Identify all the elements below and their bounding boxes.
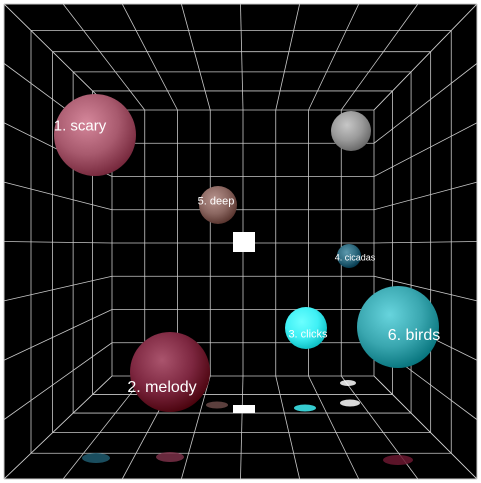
grid-line xyxy=(240,375,244,480)
grid-line xyxy=(373,63,478,144)
sphere-label-scary: 1. scary xyxy=(53,117,107,135)
sphere-scary[interactable] xyxy=(54,94,136,176)
grid-line xyxy=(3,309,113,361)
grid-line xyxy=(308,375,360,480)
floor-shadows xyxy=(82,380,413,465)
grid-line xyxy=(121,3,178,111)
grid-line xyxy=(3,181,113,211)
sphere-label-cicadas: 4. cicadas xyxy=(334,252,376,263)
grid-line xyxy=(180,3,211,111)
listener-marker[interactable] xyxy=(233,232,255,252)
floor-shadow xyxy=(82,453,110,463)
grid-line xyxy=(373,375,478,480)
floor-shadow xyxy=(383,455,413,465)
floor-shadow xyxy=(340,399,360,407)
grid-line xyxy=(3,3,113,111)
sphere-clicks[interactable] xyxy=(285,307,327,349)
listener-floor-marker[interactable] xyxy=(233,405,255,413)
grid-line xyxy=(340,3,419,111)
sphere-label-deep: 5. deep xyxy=(197,195,235,208)
sphere-label-clicks: 3. clicks xyxy=(288,328,328,341)
grid-line xyxy=(62,3,146,111)
grid-line xyxy=(373,241,478,244)
grid-line xyxy=(3,241,113,244)
grid-line xyxy=(62,375,146,480)
sphere-melody[interactable] xyxy=(130,332,210,412)
grid-line xyxy=(275,3,301,111)
floor-shadow xyxy=(340,380,356,386)
sphere-label-birds: 6. birds xyxy=(387,327,441,344)
grid-line xyxy=(275,375,301,480)
grid-line xyxy=(308,3,360,111)
floor-shadow xyxy=(156,452,184,462)
sphere-birds[interactable] xyxy=(357,286,439,368)
grid-line xyxy=(373,122,478,177)
floor-shadow xyxy=(294,404,316,412)
floor-shadow xyxy=(206,401,228,409)
grid-line xyxy=(3,342,113,420)
grid-line xyxy=(373,181,478,211)
position-markers xyxy=(233,232,255,413)
grid-line xyxy=(373,3,478,111)
sphere-deep[interactable] xyxy=(199,186,237,224)
sphere-cicadas[interactable] xyxy=(337,244,361,268)
sphere-label-melody: 2. melody xyxy=(127,379,197,396)
grid-line xyxy=(373,275,478,302)
grid-line xyxy=(180,375,211,480)
grid-line xyxy=(240,3,244,111)
sphere-unlabeled[interactable] xyxy=(331,111,371,151)
sound-spheres[interactable] xyxy=(54,94,439,412)
grid-line xyxy=(3,375,113,480)
grid-line xyxy=(3,275,113,302)
